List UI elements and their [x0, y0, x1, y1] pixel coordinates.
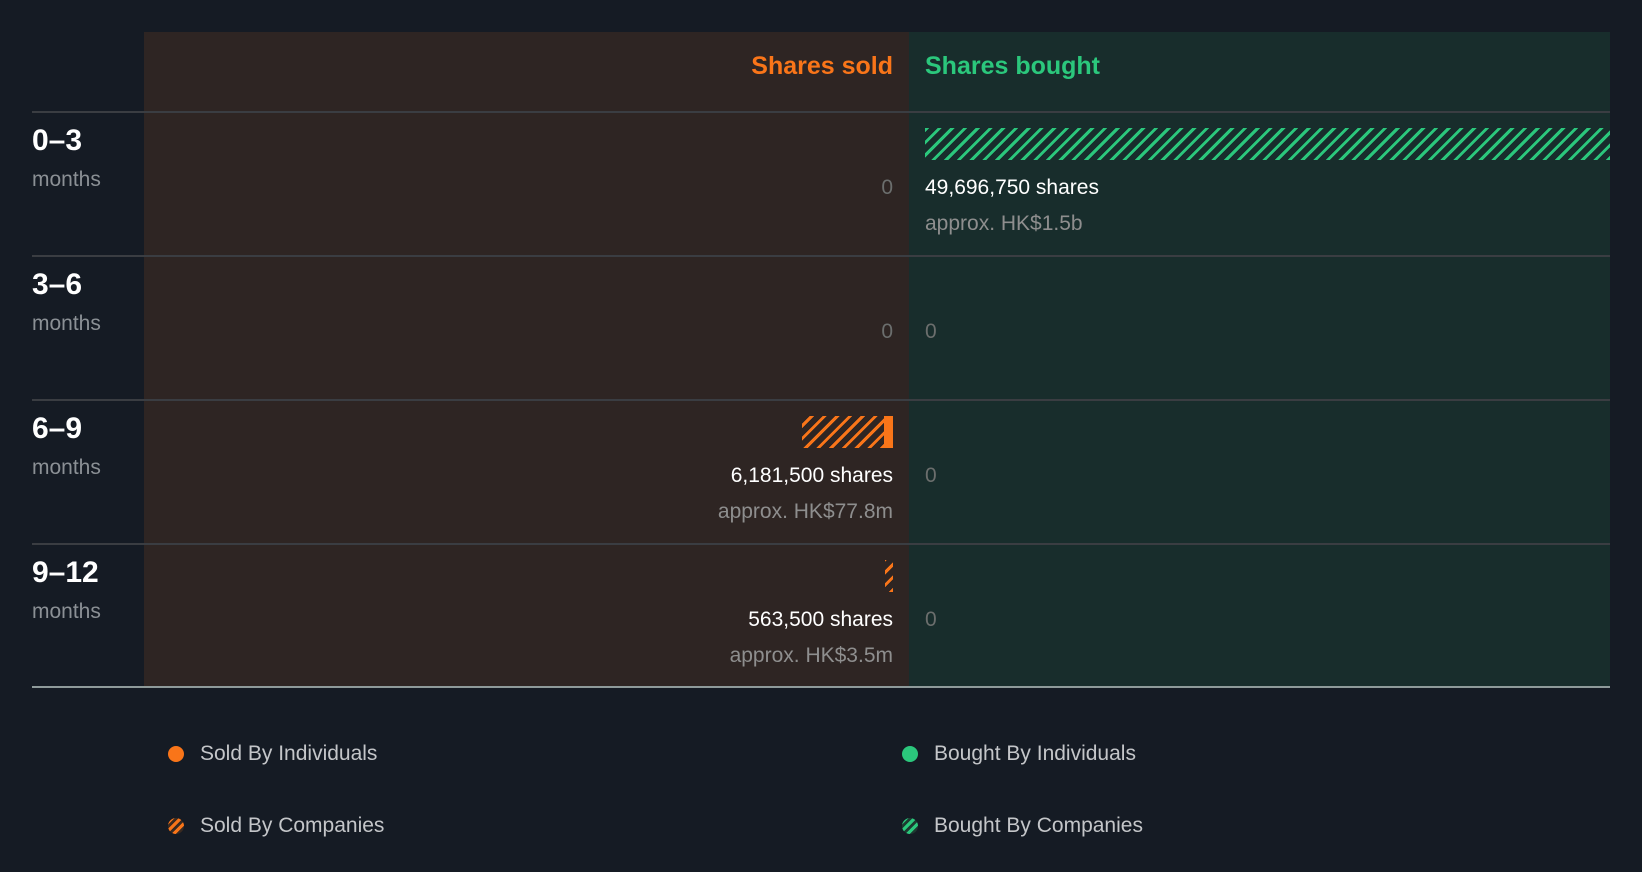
legend-bought-companies[interactable]: Bought By Companies — [902, 814, 1143, 838]
period-range: 0–3 — [32, 124, 83, 157]
bought-approx-value: approx. HK$1.5b — [925, 212, 1083, 235]
sold-individuals-bar — [884, 416, 893, 448]
sold-companies-bar — [802, 416, 884, 448]
bought-zero: 0 — [925, 608, 937, 631]
bought-zero: 0 — [925, 464, 937, 487]
bought-zero: 0 — [925, 320, 937, 343]
sold-zero: 0 — [881, 176, 893, 199]
row-divider — [32, 399, 1610, 401]
sold-shares: 6,181,500 shares — [730, 464, 893, 487]
bottom-axis — [32, 686, 1610, 688]
period-unit: months — [32, 456, 101, 479]
sold-approx-value: approx. HK$3.5m — [729, 644, 893, 667]
period-label-9-12: 9–12 months — [32, 556, 101, 624]
legend-bought-individuals[interactable]: Bought By Individuals — [902, 742, 1136, 766]
sold-approx-value: approx. HK$77.8m — [717, 500, 893, 523]
shares-sold-header: Shares sold — [751, 52, 893, 80]
sold-panel — [144, 32, 909, 687]
legend-sold-companies[interactable]: Sold By Companies — [168, 814, 384, 838]
period-range: 3–6 — [32, 268, 83, 301]
period-label-0-3: 0–3 months — [32, 124, 101, 192]
legend-label: Sold By Individuals — [200, 742, 378, 765]
period-unit: months — [32, 600, 101, 623]
legend-label: Sold By Companies — [200, 814, 385, 837]
period-range: 6–9 — [32, 412, 83, 445]
period-unit: months — [32, 312, 101, 335]
green-hatched-dot-icon — [902, 818, 918, 834]
sold-zero: 0 — [881, 320, 893, 343]
sold-companies-bar — [885, 560, 893, 592]
period-label-6-9: 6–9 months — [32, 412, 101, 480]
sold-shares: 563,500 shares — [748, 608, 893, 631]
green-dot-icon — [902, 746, 918, 762]
orange-dot-icon — [168, 746, 184, 762]
period-range: 9–12 — [32, 556, 99, 589]
period-label-3-6: 3–6 months — [32, 268, 101, 336]
legend-label: Bought By Companies — [934, 814, 1143, 837]
row-divider — [32, 543, 1610, 545]
legend-label: Bought By Individuals — [934, 742, 1136, 765]
period-unit: months — [32, 168, 101, 191]
row-divider — [32, 111, 1610, 113]
shares-bought-header: Shares bought — [925, 52, 1101, 80]
bought-shares: 49,696,750 shares — [925, 176, 1099, 199]
bought-companies-bar — [925, 128, 1610, 160]
row-divider — [32, 255, 1610, 257]
orange-hatched-dot-icon — [168, 818, 184, 834]
legend-sold-individuals[interactable]: Sold By Individuals — [168, 742, 377, 766]
